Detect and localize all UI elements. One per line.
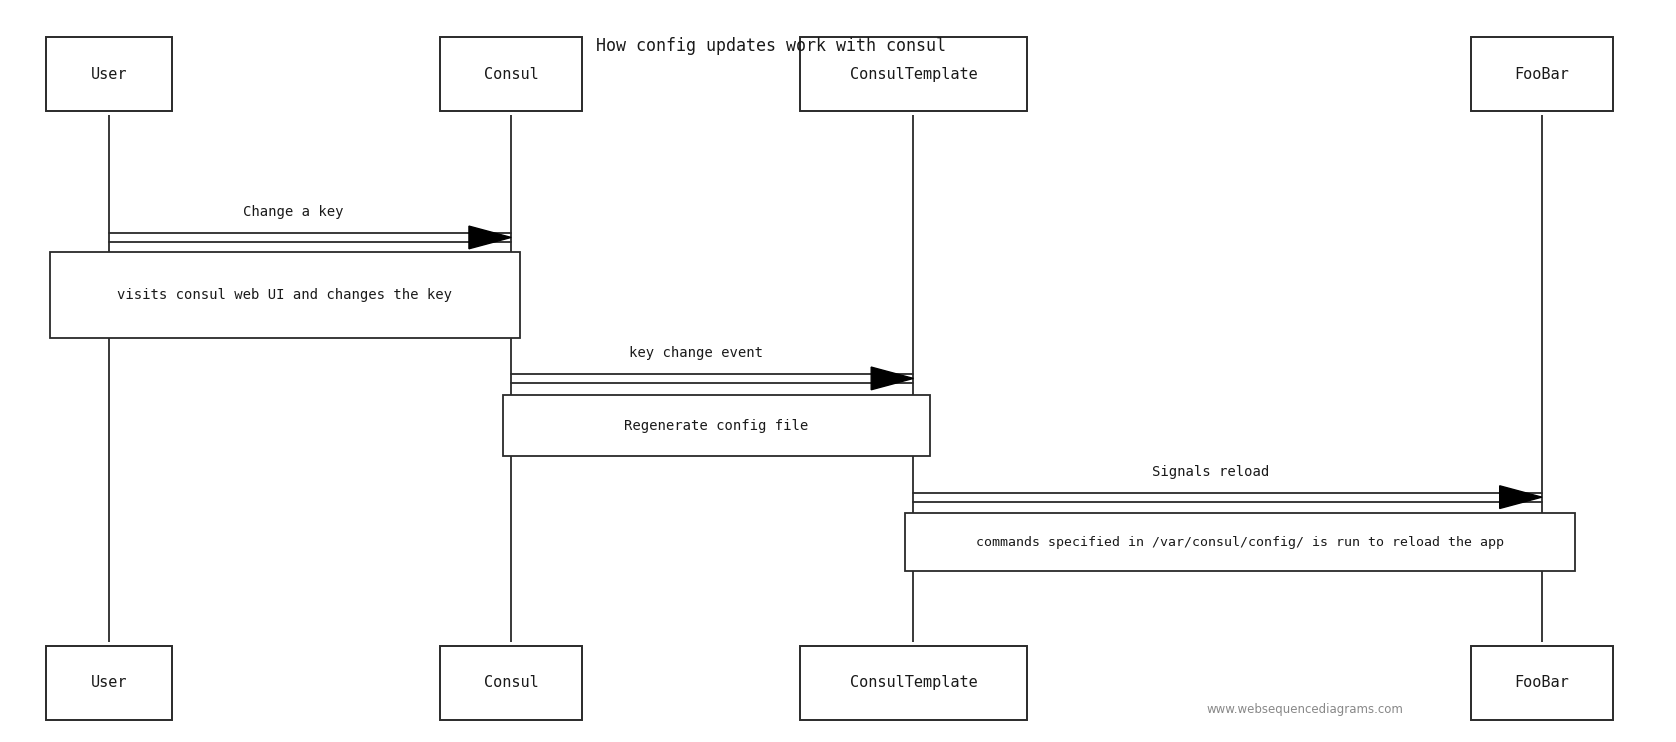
- Bar: [50, 252, 520, 338]
- Bar: [1472, 37, 1612, 111]
- Polygon shape: [872, 367, 913, 390]
- Text: How config updates work with consul: How config updates work with consul: [597, 37, 945, 55]
- Text: ConsulTemplate: ConsulTemplate: [850, 675, 977, 690]
- Polygon shape: [1500, 486, 1542, 508]
- Text: FooBar: FooBar: [1515, 675, 1569, 690]
- Bar: [439, 646, 583, 720]
- Bar: [905, 513, 1575, 571]
- Text: User: User: [91, 675, 127, 690]
- Bar: [47, 37, 173, 111]
- Bar: [801, 37, 1026, 111]
- Bar: [1472, 646, 1612, 720]
- Bar: [47, 646, 173, 720]
- Text: FooBar: FooBar: [1515, 67, 1569, 82]
- Text: Regenerate config file: Regenerate config file: [625, 418, 808, 433]
- Text: User: User: [91, 67, 127, 82]
- Text: commands specified in /var/consul/config/ is run to reload the app: commands specified in /var/consul/config…: [975, 536, 1505, 549]
- Text: Signals reload: Signals reload: [1153, 464, 1269, 479]
- Bar: [503, 395, 930, 456]
- Polygon shape: [469, 226, 511, 249]
- Text: key change event: key change event: [628, 346, 763, 360]
- Text: www.websequencediagrams.com: www.websequencediagrams.com: [1207, 703, 1403, 716]
- Text: visits consul web UI and changes the key: visits consul web UI and changes the key: [117, 288, 453, 302]
- Text: Consul: Consul: [484, 675, 538, 690]
- Bar: [801, 646, 1026, 720]
- Text: ConsulTemplate: ConsulTemplate: [850, 67, 977, 82]
- Text: Change a key: Change a key: [243, 205, 344, 219]
- Text: Consul: Consul: [484, 67, 538, 82]
- Bar: [439, 37, 583, 111]
